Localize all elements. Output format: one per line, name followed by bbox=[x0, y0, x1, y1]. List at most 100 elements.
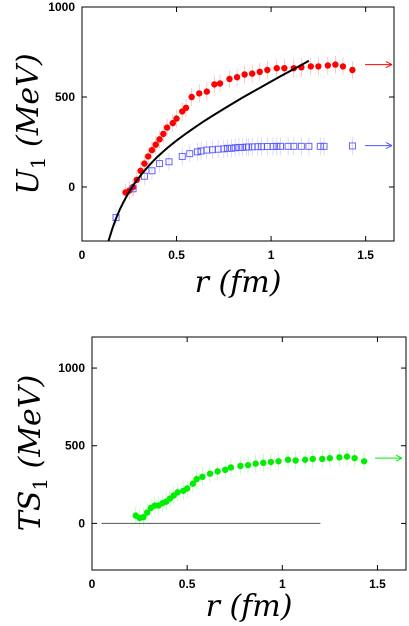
data-point bbox=[269, 143, 277, 150]
data-point bbox=[148, 167, 156, 175]
data-point bbox=[203, 88, 210, 95]
data-point bbox=[220, 145, 228, 153]
y-tick-label: 500 bbox=[55, 90, 75, 104]
y-axis-label-unit: (MeV) bbox=[11, 53, 46, 156]
data-point bbox=[315, 63, 322, 70]
data-point bbox=[144, 153, 152, 160]
data-point bbox=[320, 142, 328, 150]
data-point bbox=[336, 454, 343, 461]
data-point bbox=[290, 142, 298, 150]
data-point bbox=[301, 456, 309, 463]
data-point bbox=[152, 141, 159, 148]
plot-frame bbox=[91, 336, 407, 571]
data-point bbox=[140, 172, 148, 180]
data-point bbox=[305, 142, 313, 150]
data-point bbox=[227, 144, 235, 152]
data-point bbox=[222, 466, 229, 474]
x-axis-label: r (fm) bbox=[206, 589, 293, 624]
data-point bbox=[183, 485, 191, 492]
data-point bbox=[349, 66, 356, 74]
x-tick-label: 0 bbox=[89, 577, 96, 591]
data-point bbox=[189, 480, 197, 487]
data-point bbox=[351, 454, 358, 462]
data-point bbox=[231, 144, 239, 152]
data-point bbox=[182, 104, 190, 112]
x-tick-label: 1 bbox=[279, 577, 286, 591]
data-point bbox=[174, 489, 181, 496]
data-point bbox=[273, 142, 281, 150]
data-point bbox=[252, 460, 259, 467]
data-point bbox=[237, 462, 244, 470]
y-tick-label: 0 bbox=[78, 516, 85, 530]
data-point bbox=[244, 461, 252, 469]
y-axis-label-base: U bbox=[11, 168, 46, 195]
plot-frame bbox=[81, 6, 395, 242]
data-point bbox=[248, 70, 256, 77]
data-point bbox=[316, 142, 324, 150]
asymptote-arrowhead bbox=[385, 61, 393, 69]
y-axis-label-base: TS bbox=[13, 491, 48, 532]
data-point bbox=[267, 458, 275, 466]
data-point bbox=[233, 74, 241, 81]
data-point bbox=[244, 143, 252, 151]
x-tick-label: 1.5 bbox=[357, 248, 374, 262]
data-point bbox=[309, 455, 316, 463]
data-point bbox=[186, 150, 194, 158]
data-point bbox=[206, 470, 214, 477]
data-point bbox=[163, 124, 171, 131]
data-point bbox=[199, 473, 206, 480]
y-axis-label: U1 (MeV) bbox=[11, 53, 50, 194]
data-point bbox=[160, 130, 167, 138]
data-point bbox=[226, 75, 233, 83]
y-axis-label-unit: (MeV) bbox=[13, 375, 48, 478]
data-point bbox=[224, 144, 232, 152]
data-point bbox=[156, 136, 163, 143]
plot-area bbox=[107, 55, 393, 241]
x-tick-label: 0.5 bbox=[168, 248, 185, 262]
data-point bbox=[348, 142, 356, 150]
data-point bbox=[178, 152, 186, 160]
y-tick-label: 1000 bbox=[58, 361, 85, 375]
data-point bbox=[193, 148, 201, 156]
data-point bbox=[360, 458, 368, 465]
plot-area bbox=[101, 447, 403, 527]
data-point bbox=[339, 63, 347, 70]
asymptote-arrowhead bbox=[395, 454, 403, 462]
x-tick-label: 0.5 bbox=[179, 577, 196, 591]
data-point bbox=[156, 160, 163, 168]
series-line bbox=[107, 59, 310, 241]
y-axis-label: TS1 (MeV) bbox=[13, 375, 52, 531]
asymptote-arrowhead bbox=[385, 142, 393, 150]
data-point bbox=[281, 65, 288, 72]
data-point bbox=[326, 454, 334, 462]
data-point bbox=[256, 68, 263, 76]
data-point bbox=[332, 61, 339, 68]
x-tick-label: 1 bbox=[268, 248, 275, 262]
data-point bbox=[277, 142, 284, 150]
data-point bbox=[319, 455, 326, 463]
data-point bbox=[235, 143, 243, 151]
y-tick-label: 0 bbox=[68, 180, 75, 194]
data-point bbox=[216, 80, 224, 87]
data-point bbox=[196, 90, 203, 97]
data-point bbox=[227, 464, 235, 471]
data-point bbox=[284, 456, 292, 463]
x-tick-label: 1.5 bbox=[369, 577, 386, 591]
data-point bbox=[275, 458, 282, 465]
data-point bbox=[343, 453, 351, 460]
data-point bbox=[297, 142, 305, 150]
data-point bbox=[173, 115, 180, 122]
x-axis-label: r (fm) bbox=[195, 265, 282, 300]
x-tick-label: 0 bbox=[79, 248, 86, 262]
data-point bbox=[260, 459, 267, 467]
data-point bbox=[264, 66, 271, 74]
data-point bbox=[188, 93, 195, 101]
data-point bbox=[214, 468, 221, 475]
y-tick-label: 1000 bbox=[48, 0, 75, 14]
y-axis-label-sub: 1 bbox=[26, 157, 50, 170]
data-point bbox=[241, 71, 248, 78]
data-point bbox=[193, 475, 200, 483]
